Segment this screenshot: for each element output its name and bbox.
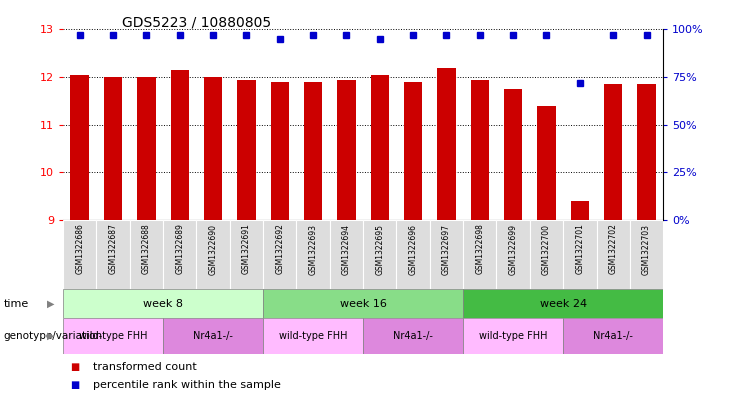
FancyBboxPatch shape bbox=[463, 289, 663, 318]
FancyBboxPatch shape bbox=[130, 220, 163, 289]
Text: wild-type FHH: wild-type FHH bbox=[479, 331, 548, 341]
Bar bbox=[170, 70, 189, 220]
Text: GSM1322690: GSM1322690 bbox=[208, 224, 218, 275]
Bar bbox=[104, 77, 122, 220]
FancyBboxPatch shape bbox=[230, 220, 263, 289]
Text: wild-type FHH: wild-type FHH bbox=[279, 331, 348, 341]
Text: GSM1322686: GSM1322686 bbox=[75, 224, 84, 274]
Text: ▶: ▶ bbox=[47, 299, 54, 309]
Text: week 24: week 24 bbox=[539, 299, 587, 309]
Text: ■: ■ bbox=[70, 362, 79, 373]
Bar bbox=[70, 75, 89, 220]
Text: ▶: ▶ bbox=[47, 331, 54, 341]
FancyBboxPatch shape bbox=[96, 220, 130, 289]
FancyBboxPatch shape bbox=[363, 318, 463, 354]
Text: Nr4a1-/-: Nr4a1-/- bbox=[594, 331, 633, 341]
Text: GSM1322692: GSM1322692 bbox=[275, 224, 285, 274]
Bar bbox=[337, 79, 356, 220]
FancyBboxPatch shape bbox=[163, 318, 263, 354]
FancyBboxPatch shape bbox=[330, 220, 363, 289]
Text: percentile rank within the sample: percentile rank within the sample bbox=[93, 380, 281, 390]
FancyBboxPatch shape bbox=[163, 220, 196, 289]
Bar bbox=[304, 82, 322, 220]
Bar bbox=[237, 79, 256, 220]
Text: genotype/variation: genotype/variation bbox=[4, 331, 103, 341]
Bar bbox=[637, 84, 656, 220]
Text: time: time bbox=[4, 299, 29, 309]
Text: week 16: week 16 bbox=[339, 299, 387, 309]
FancyBboxPatch shape bbox=[63, 318, 163, 354]
Bar bbox=[537, 106, 556, 220]
Text: GSM1322698: GSM1322698 bbox=[475, 224, 485, 274]
FancyBboxPatch shape bbox=[530, 220, 563, 289]
Bar bbox=[604, 84, 622, 220]
Bar bbox=[437, 68, 456, 220]
Text: ■: ■ bbox=[70, 380, 79, 390]
Text: GSM1322693: GSM1322693 bbox=[308, 224, 318, 275]
FancyBboxPatch shape bbox=[496, 220, 530, 289]
Text: Nr4a1-/-: Nr4a1-/- bbox=[393, 331, 433, 341]
FancyBboxPatch shape bbox=[263, 220, 296, 289]
Text: wild-type FHH: wild-type FHH bbox=[79, 331, 147, 341]
Bar bbox=[370, 75, 389, 220]
FancyBboxPatch shape bbox=[296, 220, 330, 289]
Text: GSM1322696: GSM1322696 bbox=[408, 224, 418, 275]
Bar bbox=[471, 79, 489, 220]
Text: GSM1322701: GSM1322701 bbox=[575, 224, 585, 274]
FancyBboxPatch shape bbox=[63, 289, 263, 318]
Bar bbox=[137, 77, 156, 220]
Text: GSM1322695: GSM1322695 bbox=[375, 224, 385, 275]
Text: transformed count: transformed count bbox=[93, 362, 196, 373]
FancyBboxPatch shape bbox=[563, 318, 663, 354]
FancyBboxPatch shape bbox=[396, 220, 430, 289]
Text: GSM1322699: GSM1322699 bbox=[508, 224, 518, 275]
FancyBboxPatch shape bbox=[597, 220, 630, 289]
Text: GSM1322691: GSM1322691 bbox=[242, 224, 251, 274]
FancyBboxPatch shape bbox=[463, 220, 496, 289]
FancyBboxPatch shape bbox=[463, 318, 563, 354]
FancyBboxPatch shape bbox=[63, 220, 96, 289]
FancyBboxPatch shape bbox=[263, 318, 363, 354]
Bar bbox=[571, 201, 589, 220]
Text: GSM1322700: GSM1322700 bbox=[542, 224, 551, 275]
Bar bbox=[204, 77, 222, 220]
Text: GSM1322687: GSM1322687 bbox=[108, 224, 118, 274]
FancyBboxPatch shape bbox=[430, 220, 463, 289]
Bar bbox=[504, 89, 522, 220]
Text: GSM1322689: GSM1322689 bbox=[175, 224, 185, 274]
FancyBboxPatch shape bbox=[196, 220, 230, 289]
Text: GSM1322703: GSM1322703 bbox=[642, 224, 651, 275]
FancyBboxPatch shape bbox=[630, 220, 663, 289]
FancyBboxPatch shape bbox=[263, 289, 463, 318]
Text: Nr4a1-/-: Nr4a1-/- bbox=[193, 331, 233, 341]
Text: GSM1322694: GSM1322694 bbox=[342, 224, 351, 275]
FancyBboxPatch shape bbox=[363, 220, 396, 289]
Text: GSM1322702: GSM1322702 bbox=[608, 224, 618, 274]
Text: week 8: week 8 bbox=[143, 299, 183, 309]
Bar bbox=[270, 82, 289, 220]
Text: GSM1322688: GSM1322688 bbox=[142, 224, 151, 274]
Bar bbox=[404, 82, 422, 220]
FancyBboxPatch shape bbox=[563, 220, 597, 289]
Text: GSM1322697: GSM1322697 bbox=[442, 224, 451, 275]
Text: GDS5223 / 10880805: GDS5223 / 10880805 bbox=[122, 16, 271, 30]
